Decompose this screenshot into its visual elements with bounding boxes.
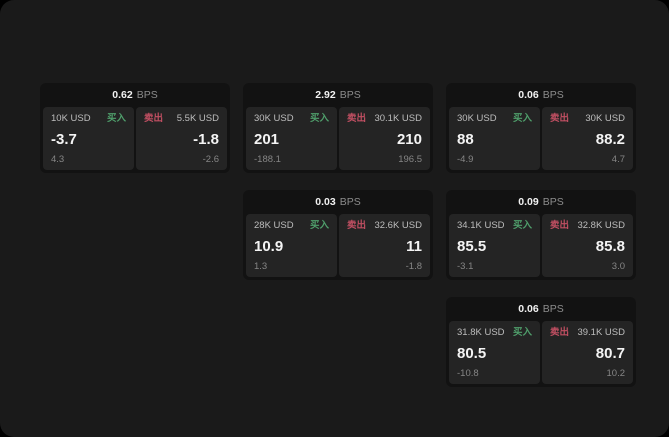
spread-header: 0.62 BPS	[40, 83, 230, 107]
spread-unit: BPS	[136, 88, 158, 101]
buy-label: 买入	[512, 113, 532, 124]
sell-delta: 196.5	[398, 153, 422, 165]
buy-size: 31.8K USD	[457, 327, 505, 338]
sell-panel[interactable]: 卖出 39.1K USD 80.7 10.2	[542, 321, 633, 384]
sell-price: 80.7	[595, 344, 625, 362]
buy-delta: -3.1	[457, 260, 474, 272]
quote-panels: 10K USD 买入 -3.7 4.3 卖出 5.5K USD -1.8 -2.…	[40, 107, 230, 173]
sell-label: 卖出	[347, 113, 367, 124]
sell-panel[interactable]: 卖出 30K USD 88.2 4.7	[542, 107, 633, 170]
sell-panel[interactable]: 卖出 30.1K USD 210 196.5	[339, 107, 430, 170]
buy-panel[interactable]: 31.8K USD 买入 80.5 -10.8	[449, 321, 540, 384]
spread-header: 0.06 BPS	[446, 83, 636, 107]
spread-header: 0.03 BPS	[243, 190, 433, 214]
buy-label: 买入	[512, 327, 532, 338]
quote-card-grid: 0.62 BPS 10K USD 买入 -3.7 4.3 卖出 5.5K USD	[40, 83, 636, 387]
buy-size: 10K USD	[51, 113, 91, 124]
buy-panel[interactable]: 34.1K USD 买入 85.5 -3.1	[449, 214, 540, 277]
sell-delta: -1.8	[405, 260, 422, 272]
spread-unit: BPS	[542, 195, 564, 208]
sell-label: 卖出	[550, 327, 570, 338]
sell-size: 32.6K USD	[374, 220, 422, 231]
quote-panels: 31.8K USD 买入 80.5 -10.8 卖出 39.1K USD 80.…	[446, 321, 636, 387]
quote-panels: 34.1K USD 买入 85.5 -3.1 卖出 32.8K USD 85.8…	[446, 214, 636, 280]
quote-panels: 30K USD 买入 88 -4.9 卖出 30K USD 88.2 4.7	[446, 107, 636, 173]
sell-price: 85.8	[595, 237, 625, 255]
buy-delta: -4.9	[457, 153, 474, 165]
buy-price: -3.7	[51, 130, 77, 148]
spread-value: 0.03	[315, 195, 336, 208]
spread-unit: BPS	[542, 88, 564, 101]
buy-panel[interactable]: 28K USD 买入 10.9 1.3	[246, 214, 337, 277]
sell-panel[interactable]: 卖出 32.6K USD 11 -1.8	[339, 214, 430, 277]
buy-panel[interactable]: 30K USD 买入 201 -188.1	[246, 107, 337, 170]
sell-label: 卖出	[347, 220, 367, 231]
spread-header: 2.92 BPS	[243, 83, 433, 107]
sell-size: 30.1K USD	[374, 113, 422, 124]
buy-price: 80.5	[457, 344, 487, 362]
buy-size: 34.1K USD	[457, 220, 505, 231]
sell-price: -1.8	[193, 130, 219, 148]
sell-size: 30K USD	[585, 113, 625, 124]
buy-size: 30K USD	[457, 113, 497, 124]
quote-card: 0.03 BPS 28K USD 买入 10.9 1.3 卖出 32.6K US…	[243, 190, 433, 280]
buy-price: 88	[457, 130, 474, 148]
buy-size: 28K USD	[254, 220, 294, 231]
sell-label: 卖出	[550, 220, 570, 231]
sell-panel[interactable]: 卖出 5.5K USD -1.8 -2.6	[136, 107, 227, 170]
buy-delta: 1.3	[254, 260, 268, 272]
buy-price: 85.5	[457, 237, 487, 255]
buy-delta: 4.3	[51, 153, 65, 165]
sell-size: 32.8K USD	[577, 220, 625, 231]
sell-label: 卖出	[550, 113, 570, 124]
sell-label: 卖出	[144, 113, 164, 124]
sell-price: 88.2	[595, 130, 625, 148]
spread-value: 0.09	[518, 195, 539, 208]
buy-panel[interactable]: 10K USD 买入 -3.7 4.3	[43, 107, 134, 170]
buy-label: 买入	[309, 113, 329, 124]
quote-card: 0.06 BPS 30K USD 买入 88 -4.9 卖出 30K USD	[446, 83, 636, 173]
sell-delta: 3.0	[611, 260, 625, 272]
spread-value: 0.06	[518, 302, 539, 315]
sell-price: 210	[396, 130, 422, 148]
spread-unit: BPS	[339, 195, 361, 208]
sell-delta: 10.2	[606, 367, 626, 379]
buy-label: 买入	[106, 113, 126, 124]
spread-value: 0.06	[518, 88, 539, 101]
quote-card: 0.06 BPS 31.8K USD 买入 80.5 -10.8 卖出 39.1…	[446, 297, 636, 387]
buy-price: 10.9	[254, 237, 284, 255]
sell-size: 5.5K USD	[176, 113, 219, 124]
sell-delta: -2.6	[202, 153, 219, 165]
quote-panels: 28K USD 买入 10.9 1.3 卖出 32.6K USD 11 -1.8	[243, 214, 433, 280]
sell-price: 11	[406, 237, 422, 255]
sell-panel[interactable]: 卖出 32.8K USD 85.8 3.0	[542, 214, 633, 277]
quote-card: 0.09 BPS 34.1K USD 买入 85.5 -3.1 卖出 32.8K…	[446, 190, 636, 280]
spread-header: 0.09 BPS	[446, 190, 636, 214]
spread-unit: BPS	[339, 88, 361, 101]
buy-label: 买入	[512, 220, 532, 231]
buy-price: 201	[254, 130, 280, 148]
spread-value: 0.62	[112, 88, 133, 101]
quote-card: 0.62 BPS 10K USD 买入 -3.7 4.3 卖出 5.5K USD	[40, 83, 230, 173]
spread-unit: BPS	[542, 302, 564, 315]
buy-label: 买入	[309, 220, 329, 231]
sell-size: 39.1K USD	[577, 327, 625, 338]
quote-panels: 30K USD 买入 201 -188.1 卖出 30.1K USD 210 1…	[243, 107, 433, 173]
buy-delta: -10.8	[457, 367, 479, 379]
buy-panel[interactable]: 30K USD 买入 88 -4.9	[449, 107, 540, 170]
buy-delta: -188.1	[254, 153, 281, 165]
spread-value: 2.92	[315, 88, 336, 101]
sell-delta: 4.7	[611, 153, 625, 165]
buy-size: 30K USD	[254, 113, 294, 124]
quote-card: 2.92 BPS 30K USD 买入 201 -188.1 卖出 30.1K …	[243, 83, 433, 173]
spread-header: 0.06 BPS	[446, 297, 636, 321]
